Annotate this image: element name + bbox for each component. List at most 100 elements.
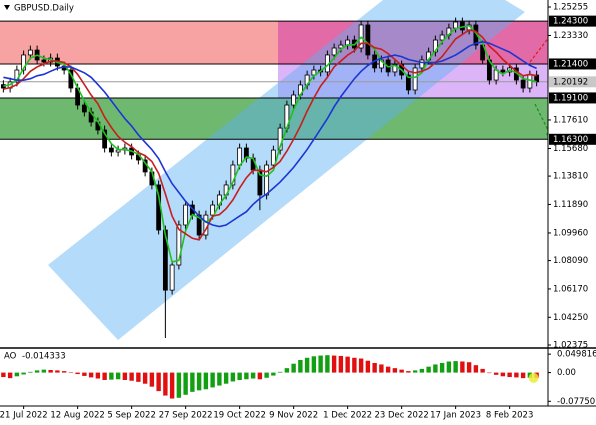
ao-bar	[109, 372, 114, 380]
ao-bar	[311, 356, 317, 373]
ao-bar	[230, 372, 236, 382]
level-label: 1.24300	[553, 17, 588, 27]
ao-bar	[439, 362, 445, 373]
ao-bar	[88, 372, 94, 378]
y-tick-label: 1.06170	[553, 284, 588, 294]
candle-body	[338, 44, 344, 49]
ao-bar	[365, 360, 371, 373]
ao-bar	[223, 372, 229, 384]
ao-bar	[183, 372, 188, 395]
ao-bar	[244, 372, 249, 380]
ao-bar	[514, 372, 519, 378]
main-panel	[0, 0, 548, 340]
arrow-up	[529, 37, 548, 63]
ao-bar	[372, 362, 377, 373]
moving-average	[3, 40, 537, 228]
ao-bar	[169, 372, 175, 399]
ao-tick-label: -0.077501	[557, 397, 596, 407]
ao-bar	[271, 372, 276, 376]
level-label-box	[549, 92, 596, 104]
ao-highlight	[528, 372, 539, 383]
level-label-box	[549, 133, 596, 145]
ao-bar	[426, 366, 431, 373]
axes: 1.25255 1.23330 1.17610 1.15680 1.13810 1.118…	[0, 3, 596, 421]
ao-panel	[1, 355, 539, 399]
level-label: 1.16300	[553, 135, 588, 145]
x-tick-label: 9 Nov 2022	[269, 411, 318, 421]
ao-bar	[291, 363, 296, 373]
candle-body	[331, 47, 337, 56]
ao-bar	[399, 369, 404, 373]
level-label: 1.19100	[553, 93, 588, 103]
ao-bar	[156, 372, 161, 392]
ao-bar	[21, 372, 26, 375]
candle-body	[419, 59, 425, 69]
ao-bar	[237, 372, 242, 380]
x-tick-label: 21 Jul 2022	[0, 411, 48, 421]
candle-body	[162, 229, 168, 291]
ao-bar	[203, 372, 209, 390]
y-tick-label: 1.09960	[553, 228, 588, 238]
ao-bar	[190, 372, 195, 392]
y-tick-label: 1.25255	[553, 3, 588, 13]
indicator-value: -0.014333	[22, 352, 66, 362]
candle-body	[453, 21, 459, 29]
x-tick-label: 17 Jan 2023	[430, 411, 481, 421]
candle-body	[81, 104, 87, 113]
x-tick-label: 19 Oct 2022	[213, 411, 266, 421]
candle-body	[169, 264, 175, 291]
candle-body	[291, 94, 297, 106]
ao-bar	[41, 369, 47, 373]
ao-bar	[95, 372, 101, 379]
candle-body	[183, 204, 189, 226]
ao-bar	[392, 368, 398, 373]
ao-bar	[345, 356, 350, 373]
candle-body	[21, 54, 27, 71]
candle-body	[27, 49, 33, 56]
ao-bar	[318, 355, 323, 373]
ao-bar	[284, 368, 290, 373]
highlight-upper	[278, 21, 548, 64]
ao-bar	[257, 372, 263, 380]
ao-bar	[500, 372, 506, 377]
candle-body	[405, 74, 411, 91]
candle-body	[520, 79, 526, 89]
y-tick-label: 1.02375	[553, 341, 588, 351]
candle-body	[412, 67, 418, 91]
candle-body	[210, 204, 216, 216]
level-label-box	[549, 15, 596, 27]
candle-body	[500, 69, 506, 73]
ao-bar	[298, 360, 303, 373]
candle-body	[102, 129, 108, 149]
candle-body	[270, 149, 276, 166]
ao-bar	[520, 372, 526, 379]
ao-bar	[385, 366, 391, 373]
ao-bar	[48, 370, 53, 373]
moving-average	[3, 29, 537, 241]
candle-body	[108, 147, 114, 153]
ao-bar	[14, 372, 20, 377]
y-tick-label: 1.04250	[553, 313, 588, 323]
menu-triangle[interactable]	[4, 5, 10, 10]
candle-body	[439, 34, 445, 41]
ao-tick-label: 0.00	[557, 368, 576, 378]
candle-body	[365, 24, 371, 56]
ao-bar	[28, 371, 33, 373]
ao-bar	[466, 362, 472, 373]
ao-bar	[82, 372, 87, 376]
ao-bar	[34, 370, 40, 373]
ao-bar	[406, 371, 411, 373]
ao-bar	[304, 357, 310, 373]
ao-bar	[453, 361, 458, 373]
ao-bar	[7, 372, 13, 379]
candle-body	[176, 224, 182, 266]
x-tick-label: 23 Dec 2022	[374, 411, 428, 421]
indicator-title: AO	[4, 352, 17, 362]
moving-average	[3, 24, 537, 263]
ao-bar	[115, 372, 121, 380]
x-tick-label: 27 Sep 2022	[159, 411, 213, 421]
ao-bar	[264, 372, 269, 378]
ao-bar	[338, 355, 344, 373]
